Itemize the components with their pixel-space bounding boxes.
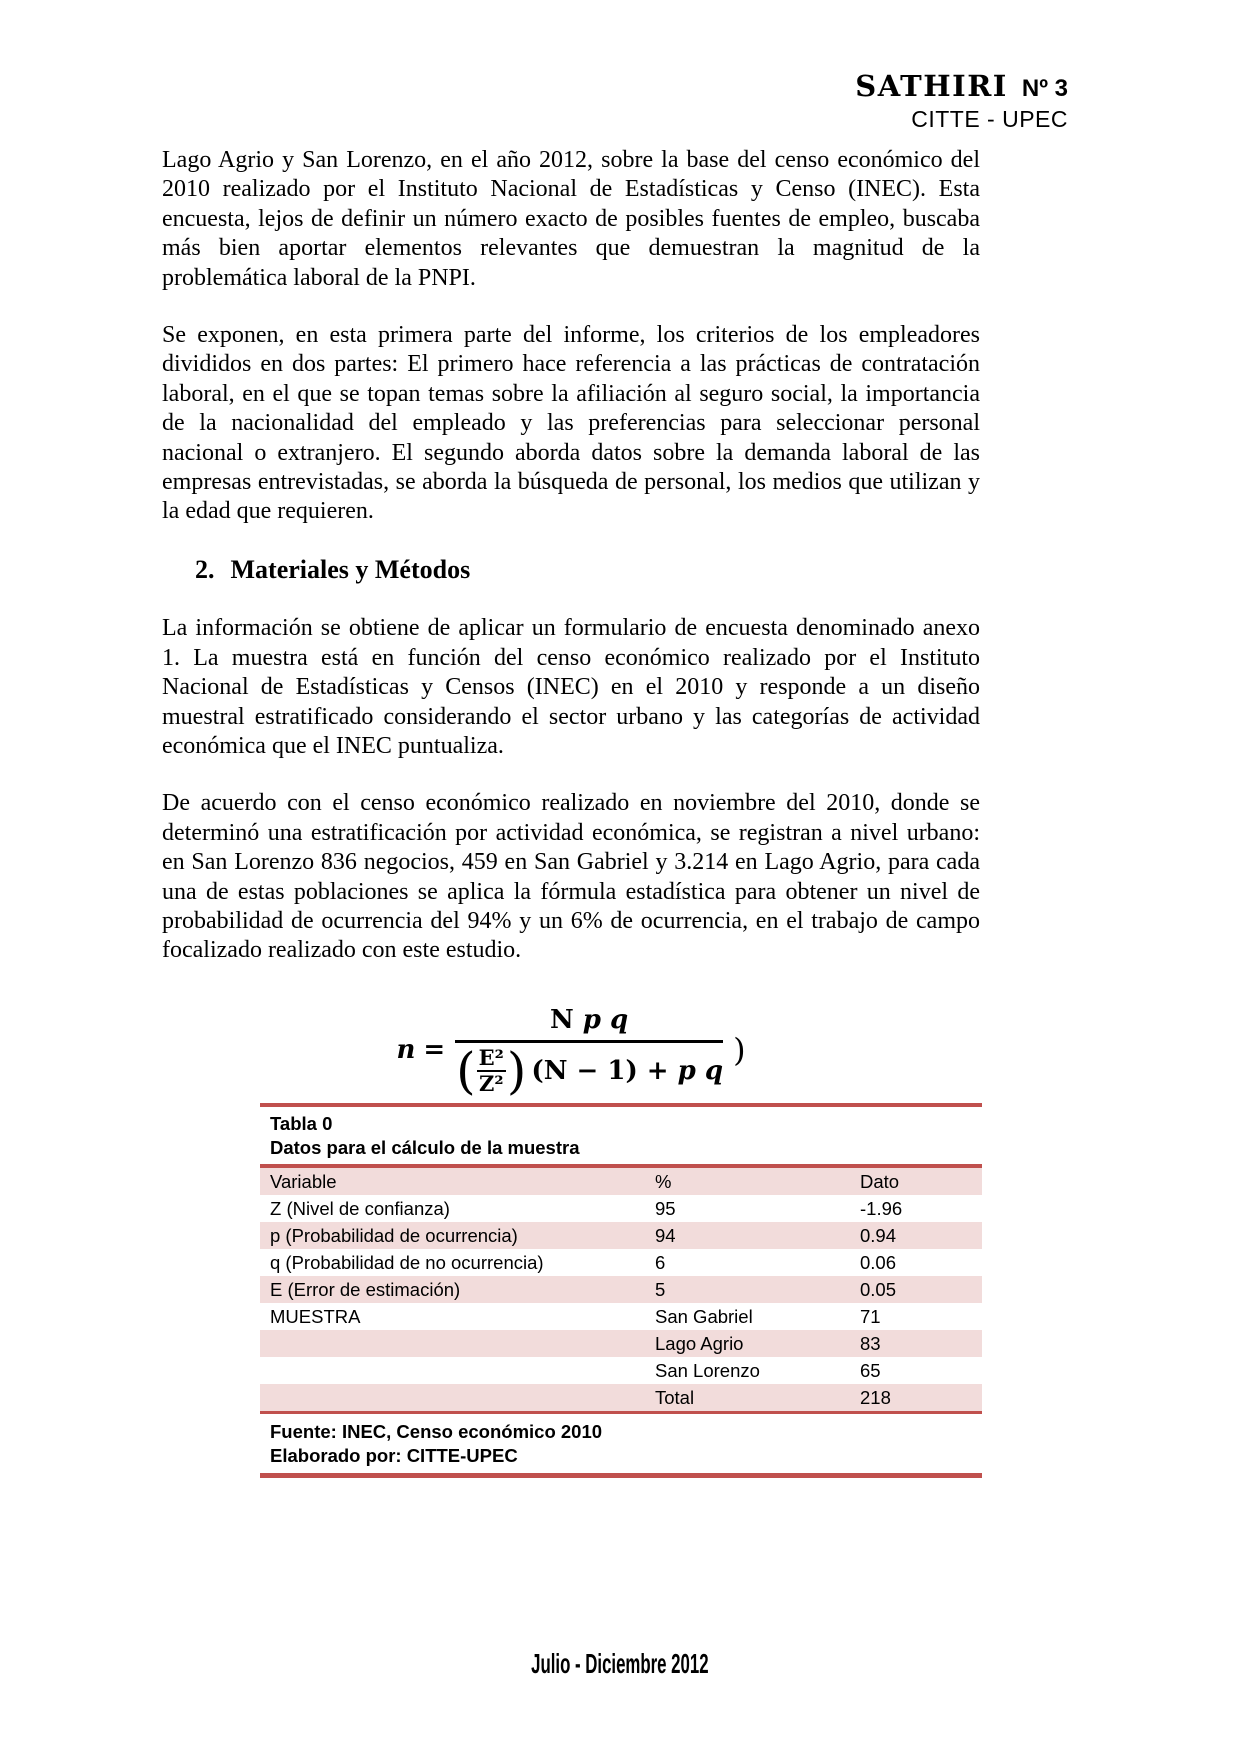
table-cell: 65 xyxy=(860,1359,881,1381)
formula-equals: = xyxy=(423,1035,446,1066)
table-cell: 94 xyxy=(655,1224,676,1246)
table-label: Tabla 0 xyxy=(270,1113,333,1134)
table-0: Tabla 0 Datos para el cálculo de la mues… xyxy=(260,1103,982,1478)
table-row: E (Error de estimación) 5 0.05 xyxy=(260,1276,982,1303)
column-header: Variable xyxy=(270,1170,337,1192)
table-cell: 71 xyxy=(860,1305,881,1327)
issue-number: Nº 3 xyxy=(1021,75,1068,102)
table-closing-rule xyxy=(260,1473,982,1478)
table-cell: Total xyxy=(655,1386,695,1408)
formula-fraction: N p q ( E² Z² ) (N − 1) + p q xyxy=(455,1004,724,1100)
table-cell: q (Probabilidad de no ocurrencia) xyxy=(270,1251,544,1273)
inner-numerator: E² xyxy=(478,1045,504,1071)
table-caption: Tabla 0 Datos para el cálculo de la mues… xyxy=(260,1107,982,1164)
header-subtitle: CITTE - UPEC xyxy=(911,106,1068,133)
sample-size-formula: n = N p q ( E² Z² ) (N − 1) + p q ) xyxy=(162,1004,980,1100)
inner-fraction: E² Z² xyxy=(477,1047,506,1095)
table-cell: -1.96 xyxy=(860,1197,903,1219)
table-row: Z (Nivel de confianza) 95 -1.96 xyxy=(260,1195,982,1222)
table-row: San Lorenzo 65 xyxy=(260,1357,982,1384)
paragraph: Lago Agrio y San Lorenzo, en el año 2012… xyxy=(162,147,980,291)
table-top-rule xyxy=(260,1103,982,1107)
inner-denominator: Z² xyxy=(477,1070,506,1097)
table-cell: 83 xyxy=(860,1332,881,1354)
formula-variable: n xyxy=(396,1035,416,1066)
formula-denominator: ( E² Z² ) (N − 1) + p q xyxy=(455,1040,724,1100)
trailing-paren: ) xyxy=(733,1031,746,1069)
close-paren: ) xyxy=(506,1041,527,1100)
journal-title-line: SATHIRI Nº 3 xyxy=(855,69,1068,103)
paragraph: La información se obtiene de aplicar un … xyxy=(162,615,980,759)
table-cell: 218 xyxy=(860,1386,891,1408)
table-cell: San Lorenzo xyxy=(655,1359,760,1381)
table-body: Z (Nivel de confianza) 95 -1.96 p (Probabil… xyxy=(260,1195,982,1411)
table-row: p (Probabilidad de ocurrencia) 94 0.94 xyxy=(260,1222,982,1249)
page-footer: Julio - Diciembre 2012 xyxy=(0,1648,1240,1680)
paragraph: Se exponen, en esta primera parte del in… xyxy=(162,322,980,525)
table-header-rule xyxy=(260,1164,982,1168)
table-cell xyxy=(260,1330,645,1357)
table-cell: p (Probabilidad de ocurrencia) xyxy=(270,1224,518,1246)
elaborated-note: Elaborado por: CITTE-UPEC xyxy=(270,1445,518,1466)
denominator-tail: (N − 1) + p q xyxy=(531,1057,723,1086)
table-cell: 0.05 xyxy=(860,1278,897,1300)
table-cell: San Gabriel xyxy=(655,1305,753,1327)
table-header-row: Variable % Dato xyxy=(260,1168,982,1195)
body-column: Lago Agrio y San Lorenzo, en el año 2012… xyxy=(162,146,980,1100)
section-number: 2. xyxy=(195,554,215,584)
formula-numerator: N p q xyxy=(540,1004,638,1041)
column-header: Dato xyxy=(860,1170,900,1192)
denominator-tail-text: (N − 1) + xyxy=(531,1056,678,1087)
table-cell: 6 xyxy=(655,1251,666,1273)
source-note: Fuente: INEC, Censo económico 2010 xyxy=(270,1421,603,1442)
table-cell: Z (Nivel de confianza) xyxy=(270,1197,450,1219)
footer-date: Julio - Diciembre 2012 xyxy=(531,1648,709,1679)
table-cell: 0.06 xyxy=(860,1251,897,1273)
table-cell: Lago Agrio xyxy=(655,1332,744,1354)
table-cell: 5 xyxy=(655,1278,666,1300)
table-notes: Fuente: INEC, Censo económico 2010 Elabo… xyxy=(260,1414,982,1473)
table-title: Datos para el cálculo de la muestra xyxy=(270,1137,580,1158)
table-cell xyxy=(260,1384,645,1411)
table-row: Lago Agrio 83 xyxy=(260,1330,982,1357)
table-row: MUESTRA San Gabriel 71 xyxy=(260,1303,982,1330)
denominator-pq: p q xyxy=(677,1056,724,1087)
table-cell: 0.94 xyxy=(860,1224,897,1246)
section-heading: 2. Materiales y Métodos xyxy=(162,555,980,584)
table-row: q (Probabilidad de no ocurrencia) 6 0.06 xyxy=(260,1249,982,1276)
data-table: Variable % Dato Z (Nivel de confianza) 95… xyxy=(260,1168,982,1411)
table-row: Total 218 xyxy=(260,1384,982,1411)
table-bottom-rule xyxy=(260,1411,982,1414)
table-cell xyxy=(260,1357,645,1384)
formula-pq: p q xyxy=(582,1004,629,1035)
formula-N: N xyxy=(549,1004,574,1035)
table-cell: E (Error de estimación) xyxy=(270,1278,461,1300)
section-title: Materiales y Métodos xyxy=(230,554,471,584)
table-cell: MUESTRA xyxy=(270,1305,361,1327)
page-header: SATHIRI Nº 3 CITTE - UPEC xyxy=(855,69,1068,133)
open-paren: ( xyxy=(456,1041,476,1100)
paragraph: De acuerdo con el censo económico realiz… xyxy=(162,790,980,964)
journal-title: SATHIRI xyxy=(855,69,1008,103)
column-header: % xyxy=(655,1170,672,1192)
table-cell: 95 xyxy=(655,1197,676,1219)
